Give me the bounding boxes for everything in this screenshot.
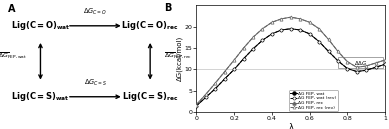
- Text: $\mathbf{Lig(C{=}S)_{rec}}$: $\mathbf{Lig(C{=}S)_{rec}}$: [122, 90, 178, 103]
- Text: $\overline{\Delta G}_{\mathrm{FEP,wat}}$: $\overline{\Delta G}_{\mathrm{FEP,wat}}$: [0, 50, 28, 60]
- Legend: ΔG FEP, wat, ΔG FEP, wat (rev), ΔG FEP, rec, ΔG FEP, rec (rev): ΔG FEP, wat, ΔG FEP, wat (rev), ΔG FEP, …: [289, 90, 338, 111]
- FancyBboxPatch shape: [338, 57, 383, 68]
- Text: A: A: [7, 4, 15, 14]
- Text: $\mathbf{Lig(C{=}S)_{wat}}$: $\mathbf{Lig(C{=}S)_{wat}}$: [11, 90, 70, 103]
- Text: $\mathbf{Lig(C{=}O)_{wat}}$: $\mathbf{Lig(C{=}O)_{wat}}$: [11, 19, 70, 32]
- Y-axis label: ΔG(kcal/mol): ΔG(kcal/mol): [177, 36, 183, 81]
- Text: B: B: [165, 3, 172, 13]
- Text: $\Delta G_{C=O}$: $\Delta G_{C=O}$: [83, 7, 107, 17]
- Text: $\Delta G_{C=S}$: $\Delta G_{C=S}$: [84, 78, 107, 88]
- Text: $\overline{\Delta G}_{\mathrm{FEP,rec}}$: $\overline{\Delta G}_{\mathrm{FEP,rec}}$: [164, 50, 191, 60]
- X-axis label: λ: λ: [288, 123, 293, 129]
- Text: $\mathbf{Lig(C{=}O)_{rec}}$: $\mathbf{Lig(C{=}O)_{rec}}$: [121, 19, 179, 32]
- Text: $\Delta\Delta G$: $\Delta\Delta G$: [354, 59, 367, 67]
